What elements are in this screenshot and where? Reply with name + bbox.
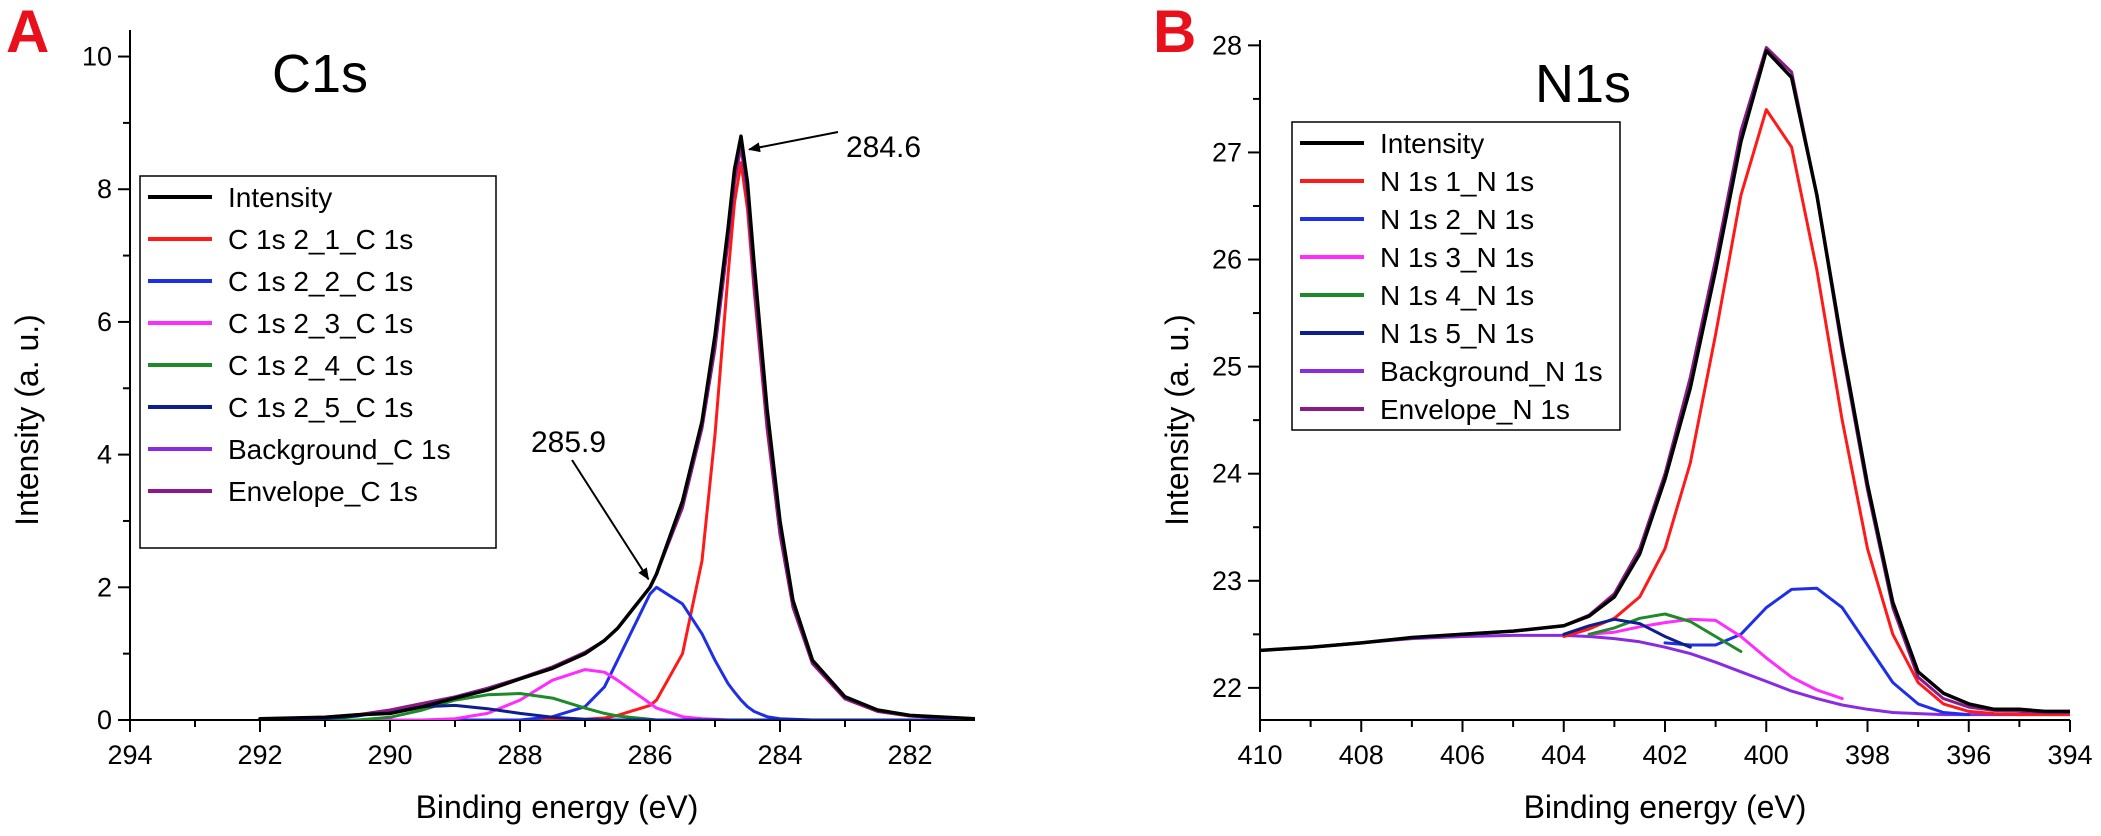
legend-label-a: Envelope_C 1s [228,476,418,507]
x-tick-label-b: 396 [1946,740,1991,770]
legend-label-a: C 1s 2_2_C 1s [228,266,413,297]
y-tick-label-a: 6 [97,307,112,337]
legend-label-b: Envelope_N 1s [1380,394,1570,425]
x-tick-label-a: 292 [237,740,282,770]
panel-a-c1s-chart: A C1s 294 292 290 288 286 284 282 0 2 4 6 8 10 Bindi… [6,0,975,825]
legend-label-a: C 1s 2_1_C 1s [228,224,413,255]
chart-title-n1s: N1s [1535,54,1631,114]
y-tick-label-b: 25 [1212,352,1242,382]
series-line-b-background-n-1s [1260,633,2070,717]
x-tick-label-b: 408 [1339,740,1384,770]
annotations-a: 284.6 285.9 [531,131,921,581]
series-line-b-n-1s-2-n-1s [1663,586,1971,717]
legend-label-b: Intensity [1380,128,1484,159]
x-tick-label-b: 394 [2047,740,2092,770]
legend-a: Intensity C 1s 2_1_C 1s C 1s 2_2_C 1s C 1s … [139,175,497,549]
annotation-label-284-6: 284.6 [846,131,921,164]
legend-label-b: N 1s 2_N 1s [1380,204,1534,235]
x-tick-label-a: 290 [367,740,412,770]
x-axis-label-a: Binding energy (eV) [416,789,699,825]
x-tick-label-a: 294 [107,740,152,770]
series-line-a-c-1s-2-4-c-1s [258,692,975,720]
annotation-arrow-284-6 [748,131,839,153]
panel-letter-a: A [6,0,49,65]
legend-box-b [1291,121,1621,431]
x-tick-label-b: 402 [1642,740,1687,770]
y-tick-label-a: 4 [97,440,112,470]
y-tick-label-b: 27 [1212,137,1242,167]
x-tick-label-a: 286 [627,740,672,770]
y-tick-label-a: 0 [97,705,112,735]
legend-b: Intensity N 1s 1_N 1s N 1s 2_N 1s N 1s 3_N … [1291,121,1621,431]
legend-label-a: C 1s 2_4_C 1s [228,350,413,381]
y-tick-label-a: 8 [97,174,112,204]
x-tick-label-b: 410 [1237,740,1282,770]
legend-label-a: C 1s 2_5_C 1s [228,392,413,423]
series-line-b-n-1s-1-n-1s [1562,108,2070,717]
series-line-a-c-1s-2-3-c-1s [258,668,975,720]
x-tick-label-b: 406 [1440,740,1485,770]
legend-label-b: N 1s 1_N 1s [1380,166,1534,197]
legend-label-a: C 1s 2_3_C 1s [228,308,413,339]
panel-b-n1s-chart: B N1s 410 408 406 404 402 400 398 396 394 22 23 24 2… [1153,0,2093,825]
series-line-a-intensity [258,134,975,720]
chart-title-c1s: C1s [272,44,368,104]
series-line-a-c-1s-2-5-c-1s [258,703,975,720]
legend-label-a: Intensity [228,182,332,213]
legend-label-b: N 1s 4_N 1s [1380,280,1534,311]
y-axis-label-a: Intensity (a. u.) [9,314,45,526]
legend-label-b: N 1s 3_N 1s [1380,242,1534,273]
y-tick-label-b: 28 [1212,30,1242,60]
y-tick-label-b: 23 [1212,566,1242,596]
series-line-b-n-1s-4-n-1s [1587,612,1743,653]
legend-label-a: Background_C 1s [228,434,451,465]
x-tick-label-a: 284 [757,740,802,770]
plot-area-b: 410 408 406 404 402 400 398 396 394 22 23 24 25 26 27 2… [1212,30,2093,770]
series-line-b-n-1s-5-n-1s [1562,617,1692,649]
x-axis-label-b: Binding energy (eV) [1524,789,1807,825]
series-line-a-c-1s-2-2-c-1s [258,585,975,720]
y-tick-label-a: 10 [82,42,112,72]
x-tick-label-a: 288 [497,740,542,770]
series-line-b-intensity [1260,48,2070,714]
x-tick-label-b: 398 [1845,740,1890,770]
series-line-b-n-1s-3-n-1s [1587,617,1844,701]
legend-label-b: N 1s 5_N 1s [1380,318,1534,349]
panel-letter-b: B [1153,0,1196,65]
x-tick-label-b: 400 [1744,740,1789,770]
legend-label-b: Background_N 1s [1380,356,1603,387]
annotation-arrow-285-9 [571,459,650,581]
y-tick-label-b: 24 [1212,459,1242,489]
annotation-label-285-9: 285.9 [531,426,606,459]
y-tick-label-b: 22 [1212,673,1242,703]
y-tick-label-a: 2 [97,572,112,602]
x-tick-label-b: 404 [1541,740,1586,770]
y-tick-label-b: 26 [1212,245,1242,275]
x-tick-label-a: 282 [887,740,932,770]
plot-area-a: 294 292 290 288 286 284 282 0 2 4 6 8 10 [82,30,975,770]
y-axis-label-b: Intensity (a. u.) [1159,314,1195,526]
